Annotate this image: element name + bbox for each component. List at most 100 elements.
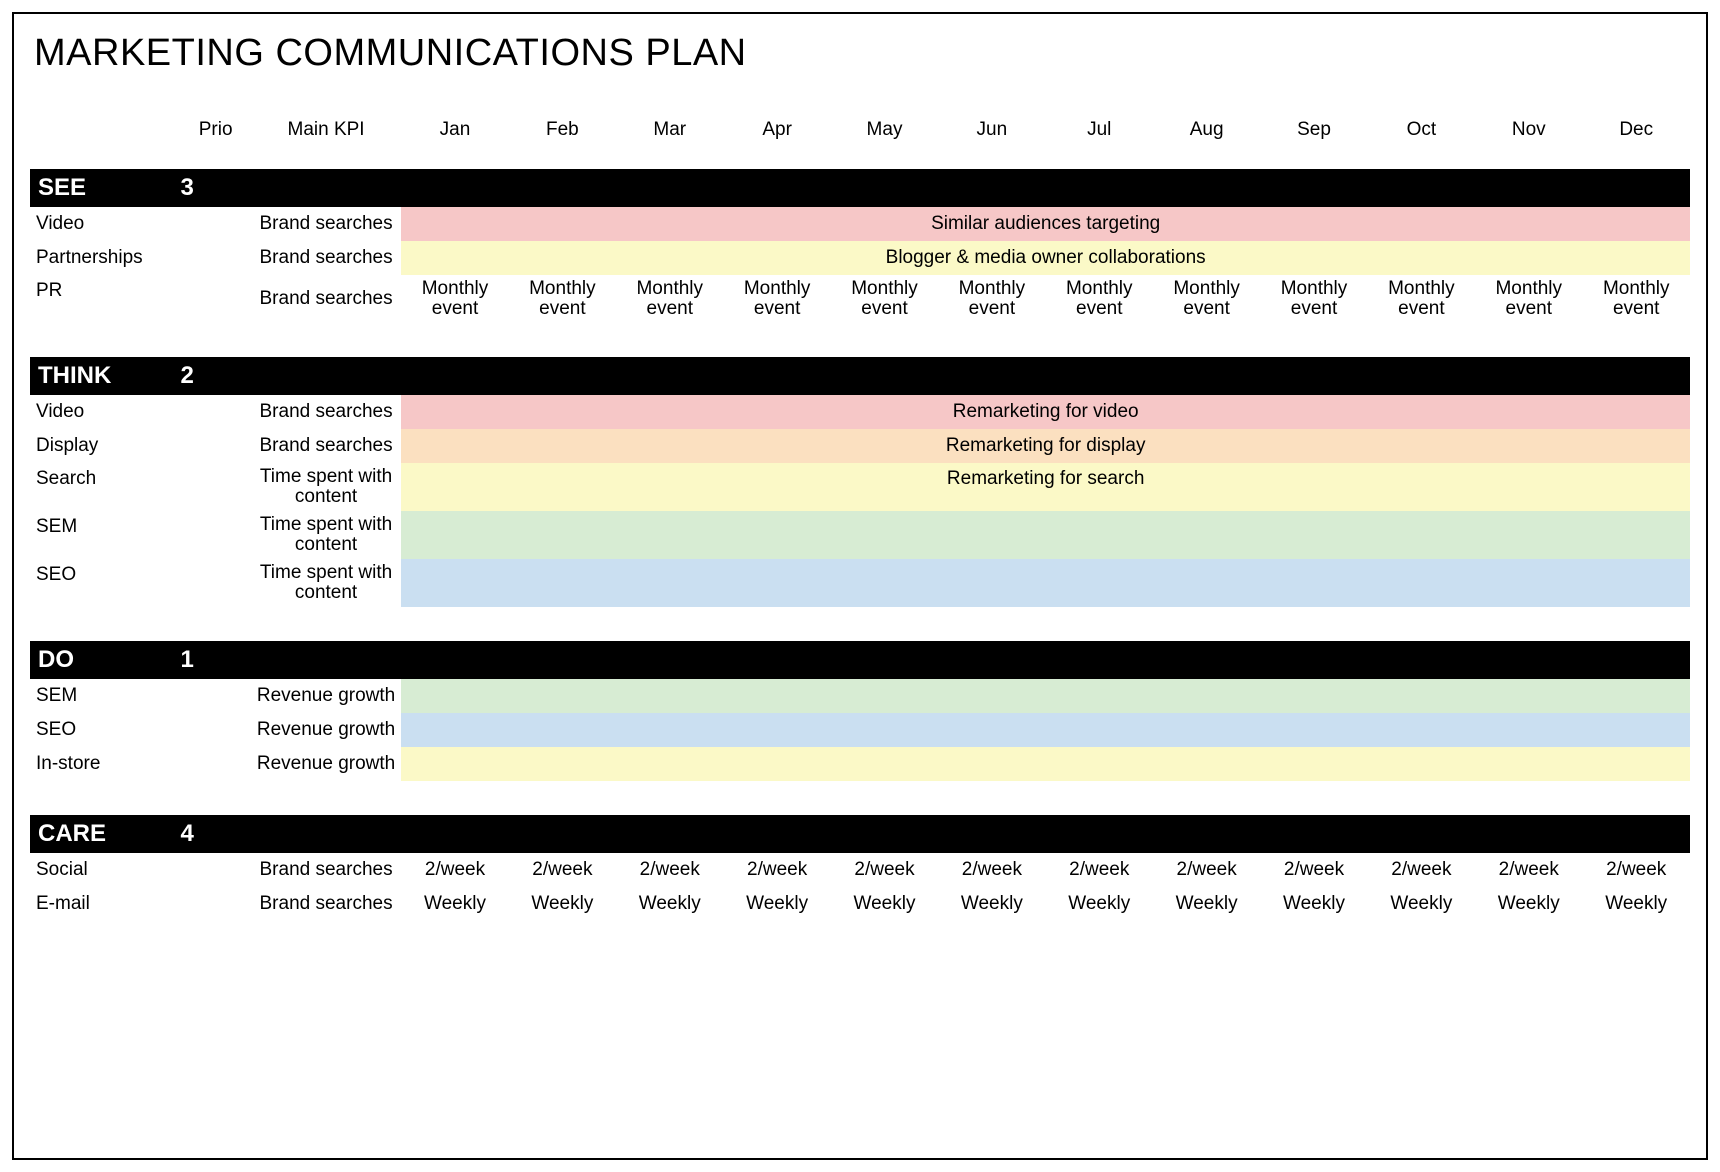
timeline-cell: Monthly event [401,275,508,323]
row-kpi: Time spent with content [251,511,402,559]
table-row: In-store Revenue growth [30,747,1690,781]
timeline-cell: Weekly [1475,887,1582,921]
row-prio [181,241,251,275]
timeline-bar [401,511,1690,559]
row-label: Video [30,207,181,241]
row-kpi: Time spent with content [251,559,402,607]
timeline-cell: 2/week [1260,853,1367,887]
page-title: MARKETING COMMUNICATIONS PLAN [34,32,1690,75]
section-header-fill [251,357,1690,395]
row-prio [181,679,251,713]
timeline-cell: Weekly [1153,887,1260,921]
row-label: E-mail [30,887,181,921]
timeline-cell: Monthly event [1475,275,1582,323]
row-label: Search [30,463,181,511]
timeline-cell: 2/week [723,853,830,887]
row-label: Social [30,853,181,887]
timeline-bar [401,747,1690,781]
row-label: Video [30,395,181,429]
row-prio [181,275,251,323]
timeline-cell: Weekly [1582,887,1690,921]
row-kpi: Brand searches [251,429,402,463]
row-kpi: Revenue growth [251,679,402,713]
col-month: Apr [723,115,830,169]
col-blank [30,115,181,169]
plan-frame: MARKETING COMMUNICATIONS PLAN Prio Main … [12,12,1708,1160]
section-name: CARE [30,815,181,853]
row-prio [181,511,251,559]
timeline-cell: Monthly event [509,275,616,323]
row-kpi: Revenue growth [251,747,402,781]
row-kpi: Brand searches [251,241,402,275]
table-row: VideoBrand searchesRemarketing for video [30,395,1690,429]
row-kpi: Brand searches [251,887,402,921]
row-prio [181,207,251,241]
row-label: PR [30,275,181,323]
table-head: Prio Main KPI Jan Feb Mar Apr May Jun Ju… [30,115,1690,169]
timeline-bar [401,713,1690,747]
section-prio: 3 [181,169,251,207]
row-label: In-store [30,747,181,781]
timeline-bar: Remarketing for display [401,429,1690,463]
col-prio: Prio [181,115,251,169]
col-month: Jan [401,115,508,169]
section-name: DO [30,641,181,679]
col-month: May [831,115,938,169]
plan-table: Prio Main KPI Jan Feb Mar Apr May Jun Ju… [30,115,1690,921]
table-row: DisplayBrand searchesRemarketing for dis… [30,429,1690,463]
timeline-cell: Weekly [831,887,938,921]
timeline-cell: Weekly [723,887,830,921]
timeline-cell: Weekly [509,887,616,921]
timeline-bar: Remarketing for search [401,463,1690,511]
timeline-cell: 2/week [1475,853,1582,887]
timeline-cell: Monthly event [723,275,830,323]
section-prio: 2 [181,357,251,395]
row-kpi: Brand searches [251,275,402,323]
timeline-cell: Monthly event [1046,275,1153,323]
col-month: Jun [938,115,1045,169]
row-kpi: Brand searches [251,395,402,429]
timeline-bar: Blogger & media owner collaborations [401,241,1690,275]
timeline-cell: 2/week [509,853,616,887]
timeline-bar [401,559,1690,607]
row-prio [181,559,251,607]
table-row: SEM Revenue growth [30,679,1690,713]
timeline-cell: 2/week [1046,853,1153,887]
section-header-fill [251,169,1690,207]
row-prio [181,747,251,781]
timeline-bar: Similar audiences targeting [401,207,1690,241]
table-row: E-mailBrand searchesWeeklyWeeklyWeeklyWe… [30,887,1690,921]
timeline-cell: 2/week [1368,853,1475,887]
row-kpi: Brand searches [251,853,402,887]
row-prio [181,853,251,887]
col-month: Aug [1153,115,1260,169]
col-month: Sep [1260,115,1367,169]
row-label: SEM [30,511,181,559]
timeline-cell: Monthly event [616,275,723,323]
section-header-fill [251,815,1690,853]
section-header-fill [251,641,1690,679]
timeline-cell: Monthly event [1153,275,1260,323]
section-spacer [30,323,1690,357]
timeline-cell: 2/week [1153,853,1260,887]
row-prio [181,395,251,429]
timeline-cell: Weekly [1260,887,1367,921]
row-kpi: Brand searches [251,207,402,241]
timeline-cell: Weekly [1368,887,1475,921]
timeline-cell: 2/week [1582,853,1690,887]
timeline-bar [401,679,1690,713]
row-prio [181,713,251,747]
row-prio [181,887,251,921]
row-label: SEM [30,679,181,713]
col-kpi: Main KPI [251,115,402,169]
section-header: CARE4 [30,815,1690,853]
timeline-cell: 2/week [831,853,938,887]
table-row: Video Brand searchesSimilar audiences tar… [30,207,1690,241]
row-label: SEO [30,713,181,747]
col-month: Mar [616,115,723,169]
table-row: SEOTime spent with content [30,559,1690,607]
section-header: SEE3 [30,169,1690,207]
timeline-cell: Weekly [1046,887,1153,921]
row-kpi: Time spent with content [251,463,402,511]
table-row: SEORevenue growth [30,713,1690,747]
